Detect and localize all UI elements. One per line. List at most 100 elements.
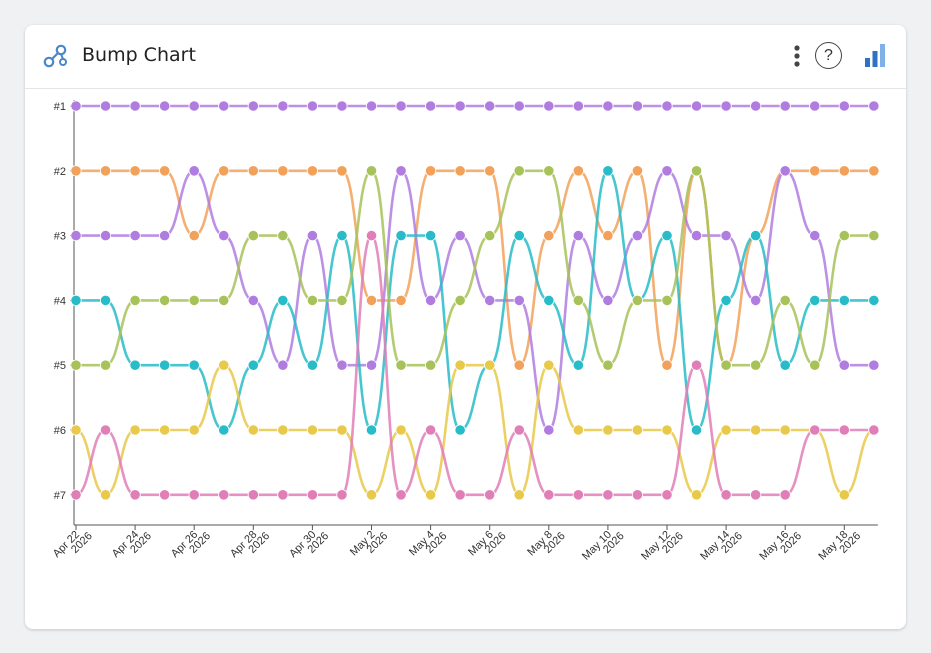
data-point — [513, 489, 525, 501]
data-point — [661, 489, 673, 501]
data-point — [543, 294, 555, 306]
data-point — [277, 294, 289, 306]
kebab-menu-icon[interactable] — [789, 43, 805, 71]
data-point — [720, 100, 732, 112]
data-point — [424, 489, 437, 501]
data-point — [129, 424, 141, 436]
data-point — [809, 424, 821, 436]
data-point — [543, 359, 555, 371]
data-point — [70, 424, 82, 436]
data-point — [572, 165, 584, 177]
data-point — [661, 165, 673, 177]
data-point — [513, 230, 525, 242]
data-point — [454, 489, 466, 501]
data-point — [838, 100, 850, 112]
data-point — [838, 165, 850, 177]
data-point — [602, 294, 614, 306]
help-button[interactable]: ? — [815, 42, 842, 69]
data-point — [454, 294, 466, 306]
data-point — [277, 100, 289, 112]
data-point — [218, 294, 230, 306]
y-tick-label: #4 — [54, 295, 66, 307]
data-point — [306, 100, 318, 112]
data-point — [306, 359, 318, 371]
data-point — [838, 294, 850, 306]
data-point — [602, 230, 614, 242]
data-point — [572, 359, 584, 371]
data-point — [779, 165, 791, 177]
data-point — [218, 424, 230, 436]
data-point — [454, 230, 466, 242]
data-point — [720, 489, 732, 501]
data-point — [159, 489, 171, 501]
data-point — [99, 294, 112, 306]
data-point — [513, 359, 525, 371]
data-point — [395, 165, 407, 177]
data-point — [70, 294, 82, 306]
data-point — [129, 100, 141, 112]
data-point — [631, 489, 644, 501]
series-line — [74, 169, 876, 432]
y-tick-label: #1 — [54, 101, 66, 113]
data-point — [99, 424, 112, 436]
data-point — [395, 489, 407, 501]
data-point — [690, 424, 703, 436]
data-point — [809, 294, 821, 306]
data-point — [188, 230, 200, 242]
data-point — [336, 165, 348, 177]
y-axis: #1 #2 #3 #4 #5 #6 #7 — [54, 100, 75, 525]
bar-chart-icon[interactable] — [863, 43, 887, 69]
data-point — [513, 100, 525, 112]
data-point — [779, 100, 791, 112]
data-point — [720, 424, 732, 436]
y-tick-label: #3 — [54, 231, 66, 243]
data-point — [424, 230, 437, 242]
data-point — [543, 230, 555, 242]
data-point — [750, 359, 762, 371]
data-point — [868, 424, 880, 436]
data-point — [365, 100, 378, 112]
data-point — [868, 359, 880, 371]
data-point — [809, 100, 821, 112]
data-point — [543, 100, 555, 112]
data-point — [129, 165, 141, 177]
data-point — [336, 100, 348, 112]
data-point — [631, 294, 644, 306]
data-point — [779, 489, 791, 501]
y-tick-label: #6 — [54, 425, 66, 437]
data-point — [277, 230, 289, 242]
data-point — [277, 165, 289, 177]
data-point — [306, 424, 318, 436]
chart-card: Bump Chart ? #1 #2 #3 #4 #5 #6 #7 Apr 22 2026 Ap… — [25, 25, 906, 629]
data-point — [750, 100, 762, 112]
data-point — [661, 424, 673, 436]
data-point — [395, 100, 407, 112]
data-point — [661, 359, 673, 371]
data-point — [868, 294, 880, 306]
data-point — [750, 489, 762, 501]
data-point — [602, 489, 614, 501]
data-point — [809, 230, 821, 242]
data-point — [543, 489, 555, 501]
data-point — [661, 230, 673, 242]
data-point — [779, 424, 791, 436]
data-point — [247, 230, 259, 242]
data-point — [306, 489, 318, 501]
data-point — [99, 165, 112, 177]
card-header: Bump Chart ? — [25, 25, 906, 89]
data-point — [336, 230, 348, 242]
data-point — [631, 100, 644, 112]
data-point — [809, 359, 821, 371]
data-point — [247, 294, 259, 306]
data-point — [513, 165, 525, 177]
data-point — [424, 359, 437, 371]
data-point — [247, 489, 259, 501]
data-point — [277, 359, 289, 371]
